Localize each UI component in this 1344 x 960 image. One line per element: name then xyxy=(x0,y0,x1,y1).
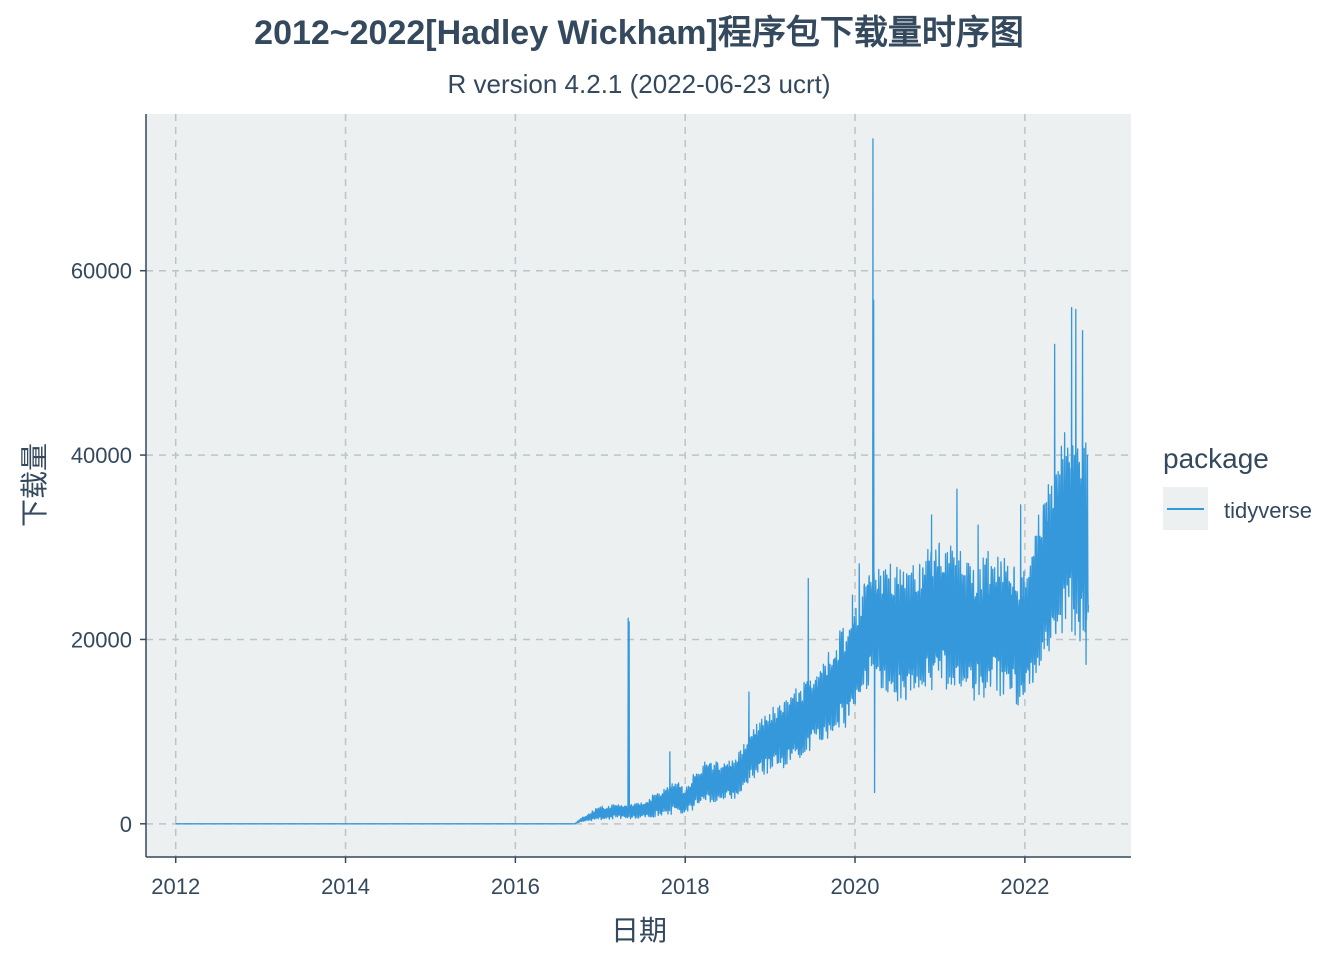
x-tick-label: 2022 xyxy=(1000,874,1049,899)
x-axis-title: 日期 xyxy=(611,914,667,947)
series-tidyverse xyxy=(175,138,1090,825)
plot-panel xyxy=(146,114,1131,857)
series-line-tidyverse xyxy=(175,138,1090,825)
x-tick-label: 2012 xyxy=(151,874,200,899)
x-tick-label: 2014 xyxy=(321,874,370,899)
legend: package tidyverse xyxy=(1163,443,1312,530)
chart-title: 2012~2022[Hadley Wickham]程序包下载量时序图 xyxy=(254,14,1024,52)
legend-title: package xyxy=(1163,443,1269,474)
legend-label-tidyverse: tidyverse xyxy=(1224,498,1312,523)
x-tick-label: 2018 xyxy=(661,874,710,899)
axes: 2012 2014 2016 2018 2020 2022 0 20000 40000 60000 xyxy=(71,114,1131,899)
y-axis-title: 下载量 xyxy=(18,443,51,527)
x-tick-label: 2020 xyxy=(831,874,880,899)
y-tick-label: 20000 xyxy=(71,627,132,652)
chart-subtitle: R version 4.2.1 (2022-06-23 ucrt) xyxy=(448,69,831,99)
y-tick-label: 60000 xyxy=(71,259,132,284)
y-tick-label: 40000 xyxy=(71,443,132,468)
x-tick-label: 2016 xyxy=(491,874,540,899)
y-tick-label: 0 xyxy=(120,812,132,837)
